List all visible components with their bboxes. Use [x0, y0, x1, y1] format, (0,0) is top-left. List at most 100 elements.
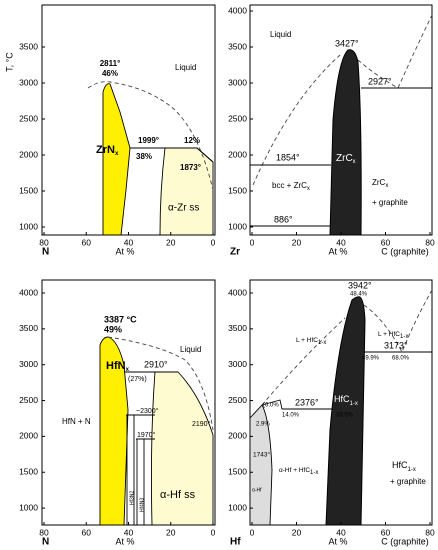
- label: 1-x: [400, 334, 408, 340]
- label: ZrC: [372, 178, 386, 187]
- label: (27%): [128, 376, 147, 383]
- x-tick-label: 0: [250, 237, 255, 247]
- x-axis-label: At %: [115, 536, 134, 546]
- label: ZrCx: [372, 178, 388, 188]
- label: 48.4%: [350, 292, 368, 298]
- label: 2927°: [368, 76, 392, 86]
- element-label: N: [42, 537, 49, 548]
- y-tick-label: 2500: [228, 113, 247, 123]
- y-tick-label: 3500: [19, 41, 38, 51]
- x-axis-label: At %: [328, 536, 347, 546]
- label: 33.5%: [336, 413, 354, 419]
- label: 1-x: [350, 401, 358, 407]
- label: 1999°: [138, 136, 159, 145]
- zrc-region: [329, 49, 362, 236]
- compound-band: [126, 414, 135, 526]
- label: x: [353, 159, 356, 165]
- x-tick-label: 80: [425, 527, 435, 537]
- label: L + HfC1-x: [378, 331, 408, 340]
- label: Liquid: [270, 30, 291, 39]
- label: HfC: [334, 394, 350, 404]
- label: 68.0%: [392, 356, 410, 362]
- label: (6.0%: [263, 403, 279, 409]
- x-tick-label: 20: [166, 527, 176, 537]
- label: α-Hf: [252, 487, 262, 493]
- y-tick-label: 3500: [19, 323, 38, 333]
- element-label: N: [42, 247, 49, 258]
- x-tick-label: 20: [166, 237, 176, 247]
- x-tick-label: 40: [124, 527, 134, 537]
- x-tick-label: 40: [336, 527, 346, 537]
- y-tick-label: 1000: [19, 502, 38, 512]
- label: 1854°: [276, 152, 300, 162]
- label: 1-x: [310, 470, 318, 476]
- liquidus: [357, 14, 433, 89]
- x-tick-label: 40: [124, 237, 134, 247]
- x-tick-label: 60: [381, 527, 391, 537]
- label: 2.9%: [256, 422, 270, 428]
- x-tick-label: 60: [381, 237, 391, 247]
- x-tick-label: 0: [250, 527, 255, 537]
- label: Liquid: [180, 345, 201, 354]
- liquidus: [107, 336, 214, 431]
- label: 1743°: [253, 451, 270, 459]
- label: L + HfC: [378, 331, 400, 338]
- y-tick-label: 2500: [228, 395, 247, 405]
- label: 49%: [104, 324, 122, 334]
- y-tick-label: 1500: [228, 185, 247, 195]
- label: 1970°: [137, 431, 156, 439]
- label: HfC1-x: [392, 460, 416, 472]
- label: α-Hf + HfC1-x: [279, 467, 318, 476]
- y-tick-label: 3000: [228, 359, 247, 369]
- phase-label: ZrCx: [336, 153, 356, 165]
- label: 3387 °C: [104, 314, 137, 324]
- label: 2190°: [192, 420, 211, 428]
- panel-hf-n: 3387 °C 49% Liquid HfNx 2910° (27%) HfN …: [41, 279, 216, 526]
- label: bcc + ZrC: [272, 181, 307, 190]
- element-label: Hf: [230, 537, 241, 548]
- label: L + HfC1-x: [296, 337, 326, 346]
- label: x: [126, 367, 130, 373]
- x-axis-label: At %: [115, 246, 134, 256]
- label: 3427°: [335, 38, 359, 48]
- label: bcc + ZrCx: [272, 181, 310, 191]
- label: Hf3N2: [129, 491, 135, 505]
- x-tick-label: 60: [82, 527, 92, 537]
- label: HfC: [392, 460, 408, 470]
- label: 1873°: [180, 163, 201, 172]
- label: 886°: [274, 214, 293, 224]
- panel-hf-c: 3942° 48.4% L + HfC1-x L + HfC1-x 3173° …: [249, 279, 433, 526]
- x-tick-label: 20: [292, 527, 302, 537]
- y-tick-label: 1000: [228, 502, 247, 512]
- panel-zr-c: Liquid 3427° 2927° 1854° bcc + ZrCx ZrCx…: [249, 4, 433, 236]
- liquidus: [261, 317, 346, 406]
- liquidus: [87, 81, 214, 191]
- y-tick-label: 2000: [19, 149, 38, 159]
- x-tick-label: 80: [425, 237, 435, 247]
- label: 1-x: [408, 467, 416, 473]
- y-tick-label: 3500: [228, 41, 247, 51]
- label: + graphite: [372, 198, 408, 207]
- label: 2910°: [144, 359, 168, 369]
- compound-band: [136, 438, 145, 526]
- x-tick-label: 80: [39, 527, 49, 537]
- alpha-zr-region: [159, 147, 214, 236]
- x-tick-label: 80: [39, 237, 49, 247]
- y-tick-label: 3000: [19, 359, 38, 369]
- x-tick-label: 40: [336, 237, 346, 247]
- hfc-region: [325, 296, 366, 526]
- label: ZrC: [336, 153, 353, 164]
- x-tick-label: 0: [211, 237, 216, 247]
- isotherm: [250, 87, 432, 227]
- isotherm: [130, 147, 214, 163]
- label: 2811°: [100, 59, 121, 68]
- label: ZrN: [96, 144, 115, 156]
- label: x: [115, 151, 119, 157]
- y-tick-label: 4000: [19, 287, 38, 297]
- label: 2376°: [295, 397, 319, 407]
- y-axis-label: T, °C: [4, 52, 14, 72]
- label: L + HfC: [296, 337, 318, 344]
- y-tick-label: 1000: [228, 221, 247, 231]
- label: x: [307, 186, 310, 192]
